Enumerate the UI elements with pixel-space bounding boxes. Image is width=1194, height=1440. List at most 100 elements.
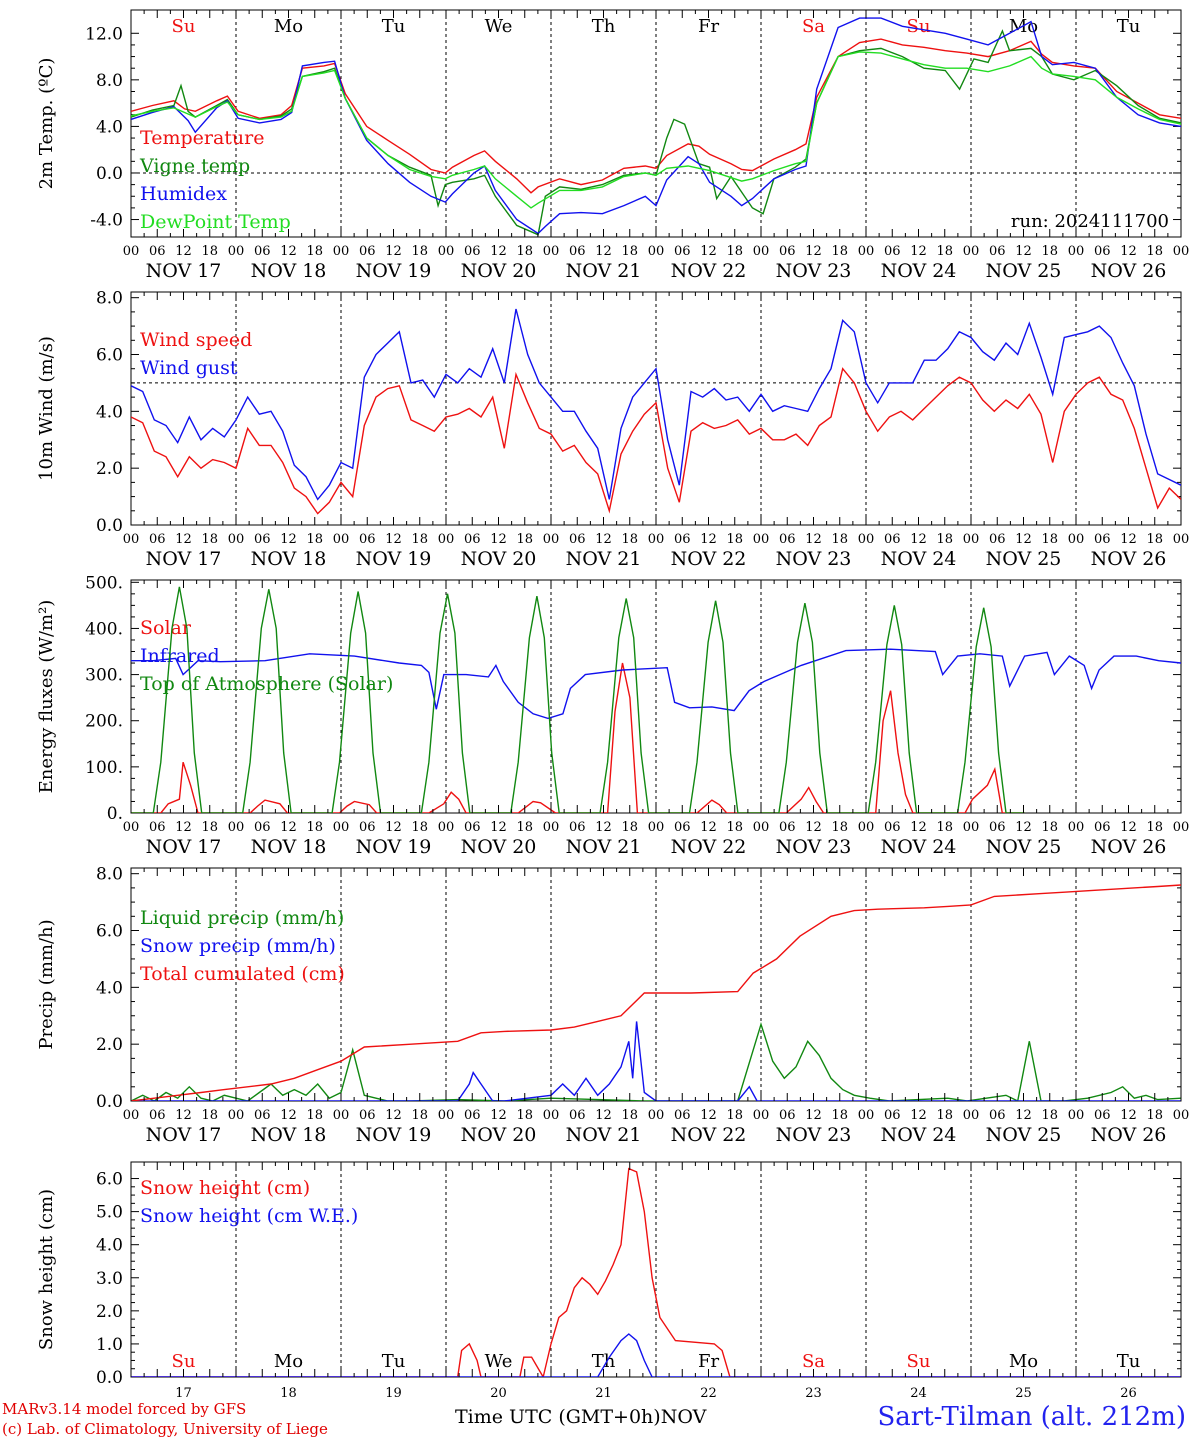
y-tick-label: 0.0: [96, 1368, 123, 1388]
hour-label: 00: [963, 532, 980, 547]
day-name-label: Su: [907, 16, 931, 37]
lab-credit: (c) Lab. of Climatology, University of L…: [2, 1420, 328, 1438]
day-name-label: Mo: [1009, 1351, 1038, 1372]
y-axis-label: Snow height (cm): [36, 1189, 57, 1350]
legend-entry: Wind speed: [140, 329, 252, 351]
hour-label: 12: [1015, 820, 1032, 835]
y-tick-label: 6.0: [96, 922, 123, 942]
legend-entry: DewPoint Temp: [140, 211, 291, 233]
hour-label: 18: [412, 1108, 429, 1123]
hour-label: 18: [937, 532, 954, 547]
hour-label: 00: [1068, 1108, 1085, 1123]
hour-label: 00: [543, 532, 560, 547]
hour-label: 06: [254, 1108, 271, 1123]
day-number-label: 18: [280, 1386, 297, 1400]
hour-label: 00: [963, 820, 980, 835]
hour-label: 18: [202, 244, 219, 259]
hour-label: 18: [1147, 244, 1164, 259]
hour-label: 12: [175, 244, 192, 259]
day-number-label: 25: [1015, 1386, 1032, 1400]
day-name-label: Mo: [274, 1351, 303, 1372]
y-tick-label: 400.: [85, 619, 123, 639]
hour-label: 12: [910, 244, 927, 259]
date-label: NOV 25: [986, 260, 1062, 282]
hour-label: 00: [228, 244, 245, 259]
hour-label: 00: [648, 820, 665, 835]
hour-label: 12: [1120, 244, 1137, 259]
day-name-label: Sa: [802, 1351, 825, 1372]
date-label: NOV 18: [251, 260, 327, 282]
date-label: NOV 25: [986, 836, 1062, 858]
hour-label: 00: [858, 820, 875, 835]
hour-label: 00: [123, 532, 140, 547]
date-label: NOV 17: [146, 548, 222, 570]
day-number-label: 19: [385, 1386, 402, 1400]
hour-label: 06: [359, 244, 376, 259]
legend-entry: Total cumulated (cm): [140, 963, 345, 985]
hour-label: 18: [1042, 1108, 1059, 1123]
series-infrared: [131, 648, 1181, 720]
hour-label: 12: [700, 532, 717, 547]
panel-2: 0.0 2.0 4.0 6.0 8.0 10m Wind (m/s) 00 06 12 18 00 0…: [36, 289, 1189, 570]
hour-label: 12: [595, 244, 612, 259]
day-number-label: 24: [910, 1386, 927, 1400]
x-axis-title-text: Time UTC (GMT+0h): [455, 1406, 661, 1428]
date-label: NOV 17: [146, 260, 222, 282]
hour-label: 00: [753, 820, 770, 835]
day-name-label: Su: [172, 1351, 196, 1372]
hour-label: 00: [228, 1108, 245, 1123]
y-tick-label: 2.0: [96, 1035, 123, 1055]
y-axis-label: 2m Temp. (ºC): [36, 58, 57, 190]
series-wind-speed: [131, 367, 1181, 515]
hour-label: 12: [490, 532, 507, 547]
day-name-label: We: [485, 16, 513, 37]
hour-label: 12: [175, 1108, 192, 1123]
y-tick-label: 2.0: [96, 459, 123, 479]
hour-label: 12: [805, 532, 822, 547]
hour-label: 06: [674, 820, 691, 835]
hour-label: 12: [385, 244, 402, 259]
hour-label: 00: [858, 1108, 875, 1123]
hour-label: 06: [359, 1108, 376, 1123]
day-name-label: We: [485, 1351, 513, 1372]
y-tick-label: 4.0: [96, 978, 123, 998]
y-axis-label: Precip (mm/h): [36, 919, 57, 1049]
hour-label: 12: [385, 1108, 402, 1123]
date-label: NOV 22: [671, 260, 747, 282]
hour-label: 18: [622, 532, 639, 547]
y-tick-label: 3.0: [96, 1269, 123, 1289]
hour-label: 06: [464, 244, 481, 259]
hour-label: 18: [412, 532, 429, 547]
hour-label: 18: [307, 244, 324, 259]
hour-label: 00: [1068, 820, 1085, 835]
legend-entry: Snow precip (mm/h): [140, 935, 336, 957]
hour-label: 00: [1173, 820, 1190, 835]
station-name: Sart-Tilman (alt. 212m): [877, 1402, 1186, 1432]
hour-label: 06: [989, 532, 1006, 547]
hour-label: 18: [517, 1108, 534, 1123]
day-number-label: 26: [1120, 1386, 1137, 1400]
model-credit: MARv3.14 model forced by GFS: [2, 1400, 247, 1418]
hour-label: 06: [359, 532, 376, 547]
hour-label: 18: [202, 532, 219, 547]
hour-label: 12: [490, 1108, 507, 1123]
y-tick-label: 6.0: [96, 1170, 123, 1190]
hour-label: 06: [674, 244, 691, 259]
hour-label: 00: [543, 244, 560, 259]
day-name-label: Tu: [1117, 1351, 1141, 1372]
hour-label: 06: [779, 1108, 796, 1123]
hour-label: 18: [622, 244, 639, 259]
legend-entry: Wind gust: [140, 357, 238, 379]
hour-label: 18: [517, 532, 534, 547]
y-axis-label: 10m Wind (m/s): [36, 336, 57, 481]
series-dewpoint-temp: [131, 51, 1181, 209]
hour-label: 12: [1015, 532, 1032, 547]
series-top-of-atmosphere-solar: [131, 586, 1025, 813]
day-number-label: 21: [595, 1386, 612, 1400]
hour-label: 12: [1120, 532, 1137, 547]
hour-label: 06: [884, 820, 901, 835]
y-tick-label: 0.0: [96, 516, 123, 536]
hour-label: 06: [464, 532, 481, 547]
hour-label: 00: [1173, 1108, 1190, 1123]
hour-label: 12: [1015, 1108, 1032, 1123]
